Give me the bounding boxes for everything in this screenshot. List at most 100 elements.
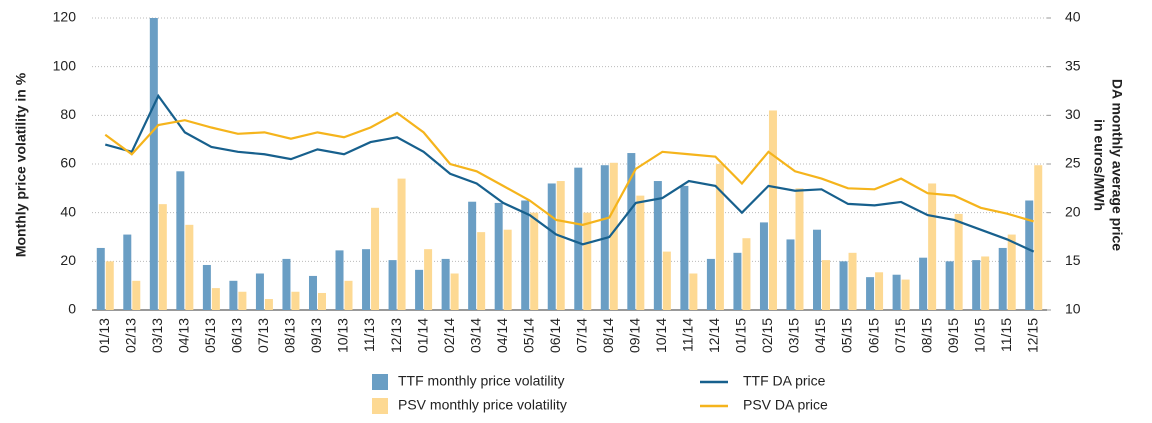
bar	[759, 222, 768, 310]
bar	[901, 279, 910, 310]
y2-tick-label: 20	[1065, 203, 1081, 219]
bar	[742, 238, 751, 310]
bar	[132, 280, 141, 310]
bar	[662, 251, 671, 310]
x-tick-label: 04/15	[812, 318, 828, 353]
x-tick-label: 05/13	[202, 318, 218, 353]
bar	[945, 261, 954, 310]
line	[104, 93, 1035, 253]
x-tick-label: 11/14	[680, 318, 696, 352]
bar	[317, 292, 326, 310]
x-tick-label: 04/14	[494, 318, 510, 353]
y-tick-label: 100	[53, 57, 77, 73]
y-tick-label: 60	[60, 155, 76, 171]
x-tick-label: 09/13	[308, 318, 324, 353]
bar	[229, 280, 238, 310]
bar	[123, 234, 132, 310]
bar	[344, 280, 353, 310]
bar	[653, 181, 662, 310]
y-tick-label: 20	[60, 252, 76, 268]
bar	[185, 224, 194, 310]
x-tick-label: 01/15	[733, 318, 749, 353]
legend-label: TTF monthly price volatility	[398, 373, 564, 389]
bar	[468, 201, 477, 310]
bar	[211, 288, 220, 310]
y2-tick-label: 30	[1065, 106, 1081, 122]
x-tick-label: 10/14	[653, 318, 669, 353]
legend-label: PSV monthly price volatility	[398, 397, 567, 413]
bar	[494, 202, 503, 310]
x-tick-label: 04/13	[176, 318, 192, 353]
y-tick-label: 40	[60, 203, 76, 219]
bar	[105, 261, 114, 310]
x-tick-label: 05/15	[839, 318, 855, 353]
y2-tick-label: 10	[1065, 301, 1081, 317]
bar	[609, 162, 618, 310]
bar	[335, 250, 344, 310]
bar	[158, 204, 167, 310]
x-tick-label: 08/13	[282, 318, 298, 353]
x-tick-label: 06/15	[865, 318, 881, 353]
bar	[388, 260, 397, 310]
x-tick-label: 08/15	[918, 318, 934, 353]
bar	[627, 153, 636, 310]
bar	[264, 299, 273, 310]
bar	[362, 249, 371, 310]
bar	[875, 272, 884, 310]
bar	[291, 291, 300, 310]
x-tick-label: 11/13	[361, 318, 377, 352]
y2-axis-title: DA monthly average price	[1109, 79, 1125, 251]
bar	[202, 264, 211, 310]
x-tick-label: 12/15	[1024, 318, 1040, 353]
bar	[1034, 165, 1043, 310]
x-tick-label: 06/13	[229, 318, 245, 353]
bar	[521, 200, 530, 310]
bar	[397, 178, 406, 310]
bar	[1007, 234, 1016, 310]
x-tick-label: 06/14	[547, 318, 563, 353]
y-tick-label: 0	[68, 301, 76, 317]
bar	[530, 212, 539, 310]
x-tick-label: 11/15	[998, 318, 1014, 352]
x-tick-label: 03/15	[786, 318, 802, 353]
bar	[822, 260, 831, 310]
y-tick-label: 80	[60, 106, 76, 122]
legend-swatch	[372, 374, 388, 390]
bar	[972, 260, 981, 310]
y2-axis-title: in euros/MWh	[1091, 119, 1107, 211]
bar	[919, 257, 928, 310]
legend-label: PSV DA price	[743, 397, 828, 413]
bar	[839, 261, 848, 310]
bar	[928, 183, 937, 310]
legend-label: TTF DA price	[743, 373, 826, 389]
x-tick-label: 02/15	[759, 318, 775, 353]
bar	[574, 167, 583, 310]
x-tick-label: 05/14	[520, 318, 536, 353]
bar	[786, 239, 795, 310]
x-tick-label: 12/13	[388, 318, 404, 353]
y2-tick-label: 35	[1065, 57, 1081, 73]
bar	[503, 229, 512, 310]
y2-tick-label: 15	[1065, 252, 1081, 268]
bar	[176, 171, 185, 310]
bar	[415, 269, 424, 310]
x-tick-label: 09/15	[945, 318, 961, 353]
x-tick-label: 07/14	[573, 318, 589, 353]
bar	[795, 188, 804, 310]
bar	[255, 273, 264, 310]
bar	[768, 110, 777, 310]
bar	[954, 213, 963, 310]
x-tick-label: 10/15	[971, 318, 987, 353]
bar	[706, 258, 715, 310]
bar	[689, 273, 698, 310]
x-tick-label: 02/14	[441, 318, 457, 353]
bar	[636, 195, 645, 310]
legend-swatch	[372, 398, 388, 414]
bar	[282, 258, 291, 310]
x-tick-label: 03/14	[467, 318, 483, 353]
y-axis-title: Monthly price volatility in %	[13, 72, 29, 257]
x-tick-label: 07/15	[892, 318, 908, 353]
bar	[680, 185, 689, 310]
x-tick-label: 01/14	[414, 318, 430, 353]
